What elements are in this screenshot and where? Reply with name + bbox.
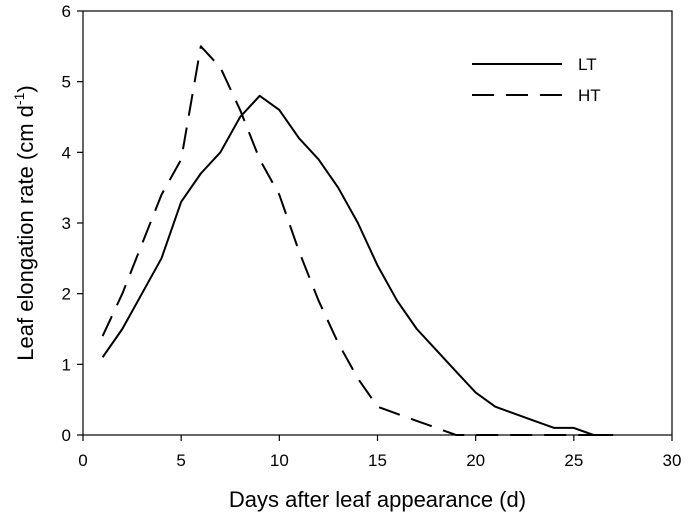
y-axis-title: Leaf elongation rate (cm d-1) [11,85,38,360]
series-line-ht [101,45,614,436]
y-tick-label: 2 [62,285,71,304]
legend-label-lt: LT [578,55,597,74]
series-layer [101,45,614,436]
y-tick-label: 6 [62,2,71,21]
legend-label-ht: HT [578,86,601,105]
y-tick-label: 3 [62,214,71,233]
x-axis-title: Days after leaf appearance (d) [229,487,526,512]
y-axis-title-superscript: -1 [11,92,27,105]
y-axis-title-close: ) [13,85,38,92]
x-tick-label: 25 [564,451,583,470]
y-tick-label: 5 [62,73,71,92]
x-tick-label: 0 [78,451,87,470]
series-line-lt [101,94,614,436]
x-tick-label: 5 [176,451,185,470]
x-tick-label: 15 [368,451,387,470]
legend: LT HT [472,55,601,105]
y-axis-title-main: Leaf elongation rate (cm d [13,105,38,361]
y-tick-label: 0 [62,426,71,445]
plot-frame [82,10,673,436]
x-tick-label: 30 [663,451,682,470]
y-tick-label: 4 [62,143,71,162]
x-tick-label: 20 [466,451,485,470]
x-tick-label: 10 [270,451,289,470]
ticks-layer: 0 5 10 15 20 25 30 0 1 2 3 4 5 6 [62,2,682,470]
y-tick-label: 1 [62,355,71,374]
